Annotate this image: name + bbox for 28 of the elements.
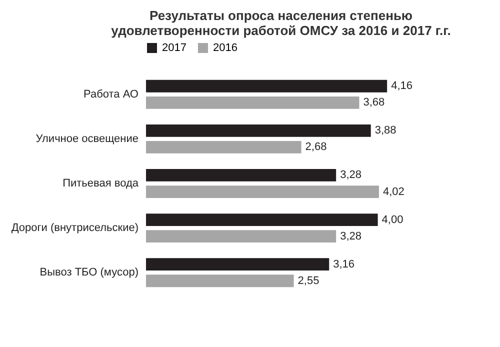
bar — [146, 186, 379, 198]
data-label: 3,68 — [363, 96, 385, 109]
data-label: 3,16 — [333, 258, 355, 270]
bar — [146, 230, 336, 243]
bar — [146, 96, 360, 109]
y-tick-label: Уличное освещение — [36, 132, 138, 145]
data-label: 4,02 — [382, 186, 404, 198]
data-label: 4,16 — [391, 80, 412, 92]
data-label: 2,55 — [298, 274, 320, 287]
y-tick-label: Питьевая вода — [62, 178, 140, 190]
legend-label: 2016 — [213, 42, 238, 54]
data-label: 3,88 — [374, 124, 396, 137]
data-label: 2,68 — [305, 141, 327, 154]
legend-label: 2017 — [162, 42, 186, 54]
chart-title: Результаты опроса населения степенью удовлетворенности работой ОМСУ за 2016 и 2017 г.г. — [111, 8, 451, 38]
bar — [146, 80, 388, 92]
y-tick-label: Работа АО — [83, 88, 139, 100]
bar — [146, 124, 371, 137]
y-tick-label: Вывоз ТБО (мусор) — [40, 266, 138, 279]
bar — [146, 258, 330, 271]
bar — [146, 214, 378, 226]
bar — [146, 274, 294, 288]
bar — [146, 141, 302, 154]
y-tick-label: Дороги (внутрисельские) — [11, 222, 138, 234]
data-label: 3,28 — [340, 230, 362, 242]
bar — [146, 169, 336, 182]
data-label: 3,28 — [340, 169, 362, 182]
data-label: 4,00 — [382, 214, 404, 226]
